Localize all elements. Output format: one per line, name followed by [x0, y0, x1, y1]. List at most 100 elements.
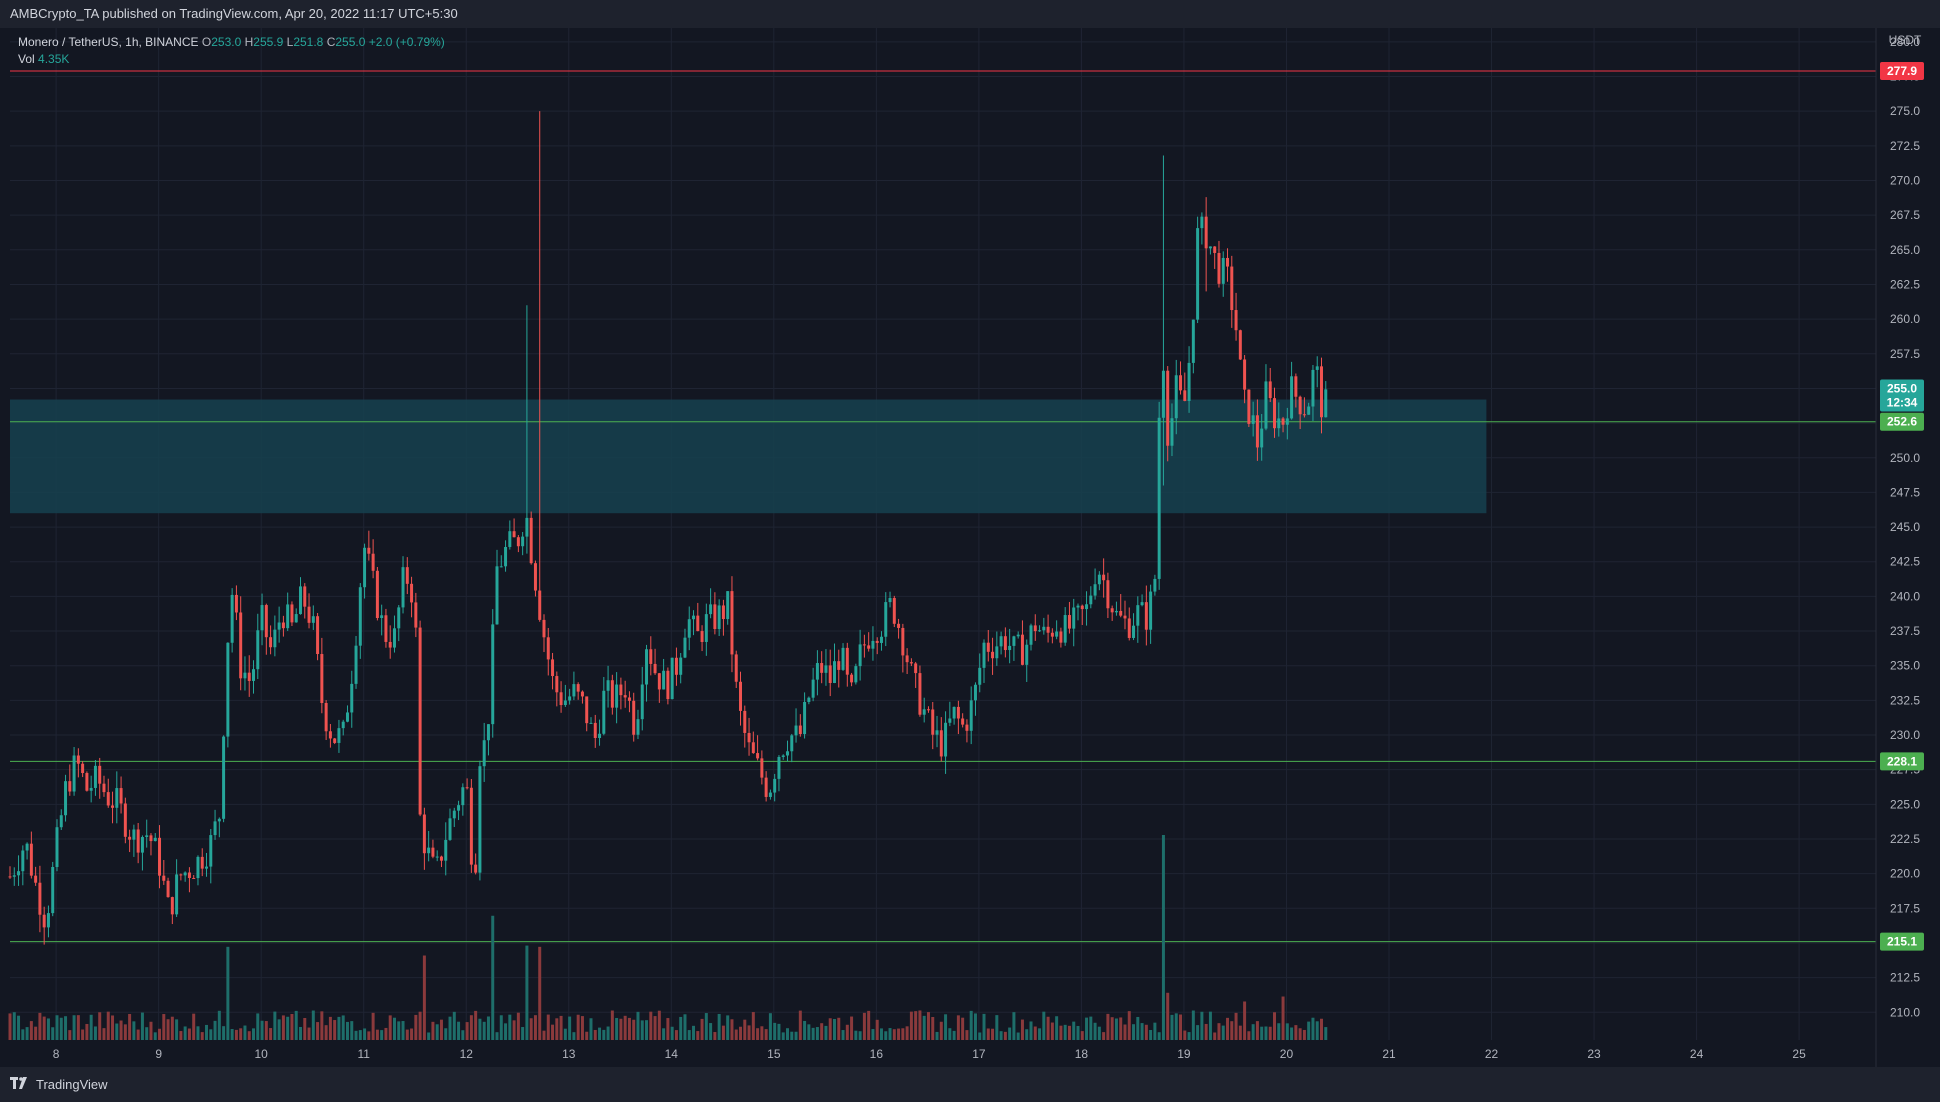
volume-bar: [474, 1010, 478, 1040]
volume-bar: [192, 1013, 196, 1040]
candle-body: [1247, 389, 1251, 424]
volume-bar: [768, 1013, 772, 1040]
candle-body: [546, 637, 550, 660]
volume-bar: [226, 946, 230, 1040]
volume-bar: [1059, 1025, 1063, 1040]
volume-bar: [128, 1013, 132, 1040]
volume-bar: [897, 1028, 901, 1040]
candle-body: [119, 788, 123, 804]
volume-bar: [179, 1031, 183, 1040]
candle-body: [187, 872, 191, 878]
candle-body: [1119, 610, 1123, 616]
volume-bar: [721, 1025, 725, 1040]
candle-body: [854, 666, 858, 683]
volume-bar: [627, 1017, 631, 1040]
volume-bar: [1042, 1011, 1046, 1040]
candle-body: [17, 871, 21, 876]
candle-body: [1298, 396, 1302, 415]
candle-body: [1153, 578, 1157, 592]
candle-body: [222, 736, 226, 819]
price-tag-text: 255.0: [1887, 381, 1917, 395]
candle-body: [337, 728, 341, 743]
volume-bar: [576, 1014, 580, 1040]
volume-bar: [1161, 835, 1165, 1040]
candle-body: [200, 856, 204, 869]
volume-bar: [580, 1016, 584, 1040]
volume-bar: [602, 1029, 606, 1040]
volume-bar: [529, 1018, 533, 1040]
volume-bar: [345, 1021, 349, 1040]
price-tick-label: 270.0: [1890, 173, 1920, 187]
candle-body: [598, 733, 602, 739]
candle-body: [897, 623, 901, 628]
candle-body: [469, 787, 473, 865]
time-tick-label: 24: [1690, 1047, 1704, 1061]
candle-body: [615, 684, 619, 708]
candle-body: [679, 657, 683, 675]
volume-bar: [1230, 1021, 1234, 1040]
candle-body: [29, 843, 33, 876]
volume-bar: [991, 1028, 995, 1040]
volume-bar: [380, 1030, 384, 1040]
volume-bar: [1320, 1018, 1323, 1040]
volume-bar: [918, 1010, 922, 1040]
candle-body: [1080, 605, 1084, 610]
volume-bar: [1055, 1016, 1059, 1040]
candle-body: [1302, 414, 1306, 416]
tradingview-brand[interactable]: TradingView: [10, 1067, 108, 1102]
volume-bar: [183, 1026, 187, 1040]
volume-bar: [1260, 1026, 1264, 1040]
price-tick-label: 237.5: [1890, 624, 1920, 638]
volume-bar: [645, 1020, 649, 1040]
candle-body: [1132, 625, 1136, 638]
candle-body: [1311, 369, 1315, 407]
price-axis[interactable]: USDT210.0212.5215.0217.5220.0222.5225.02…: [1875, 28, 1940, 1067]
volume-bar: [546, 1014, 550, 1040]
candle-body: [824, 665, 828, 673]
candle-body: [123, 803, 127, 837]
volume-bar: [623, 1015, 627, 1040]
volume-bar: [666, 1018, 670, 1040]
volume-bar: [1033, 1026, 1037, 1040]
candle-body: [657, 673, 661, 690]
candle-body: [867, 645, 871, 649]
volume-bar: [102, 1028, 106, 1040]
volume-bar: [286, 1016, 290, 1040]
time-tick-label: 20: [1280, 1047, 1294, 1061]
candle-body: [884, 602, 888, 637]
tradingview-logo-icon: [10, 1067, 30, 1102]
candle-body: [828, 665, 832, 684]
price-chart[interactable]: USDT210.0212.5215.0217.5220.0222.5225.02…: [0, 28, 1940, 1067]
candle-body: [354, 645, 358, 684]
volume-bar: [106, 1011, 110, 1040]
candle-body: [841, 647, 845, 670]
candle-body: [1067, 615, 1071, 629]
candle-body: [1072, 607, 1076, 629]
volume-bar: [422, 955, 426, 1040]
candle-body: [162, 875, 166, 881]
volume-bar: [316, 1022, 320, 1040]
volume-bar: [170, 1016, 174, 1040]
candle-body: [422, 814, 426, 854]
volume-bar: [1119, 1017, 1123, 1040]
price-tag-text: 252.6: [1887, 415, 1917, 429]
candle-body: [700, 631, 704, 642]
candle-body: [345, 712, 349, 722]
volume-bar: [1038, 1028, 1042, 1040]
volume-bar: [140, 1012, 144, 1040]
candle-body: [973, 684, 977, 701]
candle-body: [811, 679, 815, 698]
candle-body: [593, 722, 597, 739]
time-axis[interactable]: 8 9 10 11 12 13 14 15 16 17 18 19 20 21 22 23 24 25: [0, 1047, 1876, 1067]
price-tick-label: 247.5: [1890, 485, 1920, 499]
candle-body: [495, 566, 499, 625]
candle-body: [756, 753, 760, 759]
volume-bar: [798, 1010, 802, 1040]
legend-low-label: L: [286, 35, 294, 49]
volume-bar: [1311, 1017, 1315, 1040]
candle-body: [21, 850, 25, 872]
volume-bar: [760, 1026, 764, 1040]
volume-bar: [187, 1028, 191, 1040]
time-tick-label: 25: [1792, 1047, 1806, 1061]
volume-bar: [939, 1021, 943, 1040]
